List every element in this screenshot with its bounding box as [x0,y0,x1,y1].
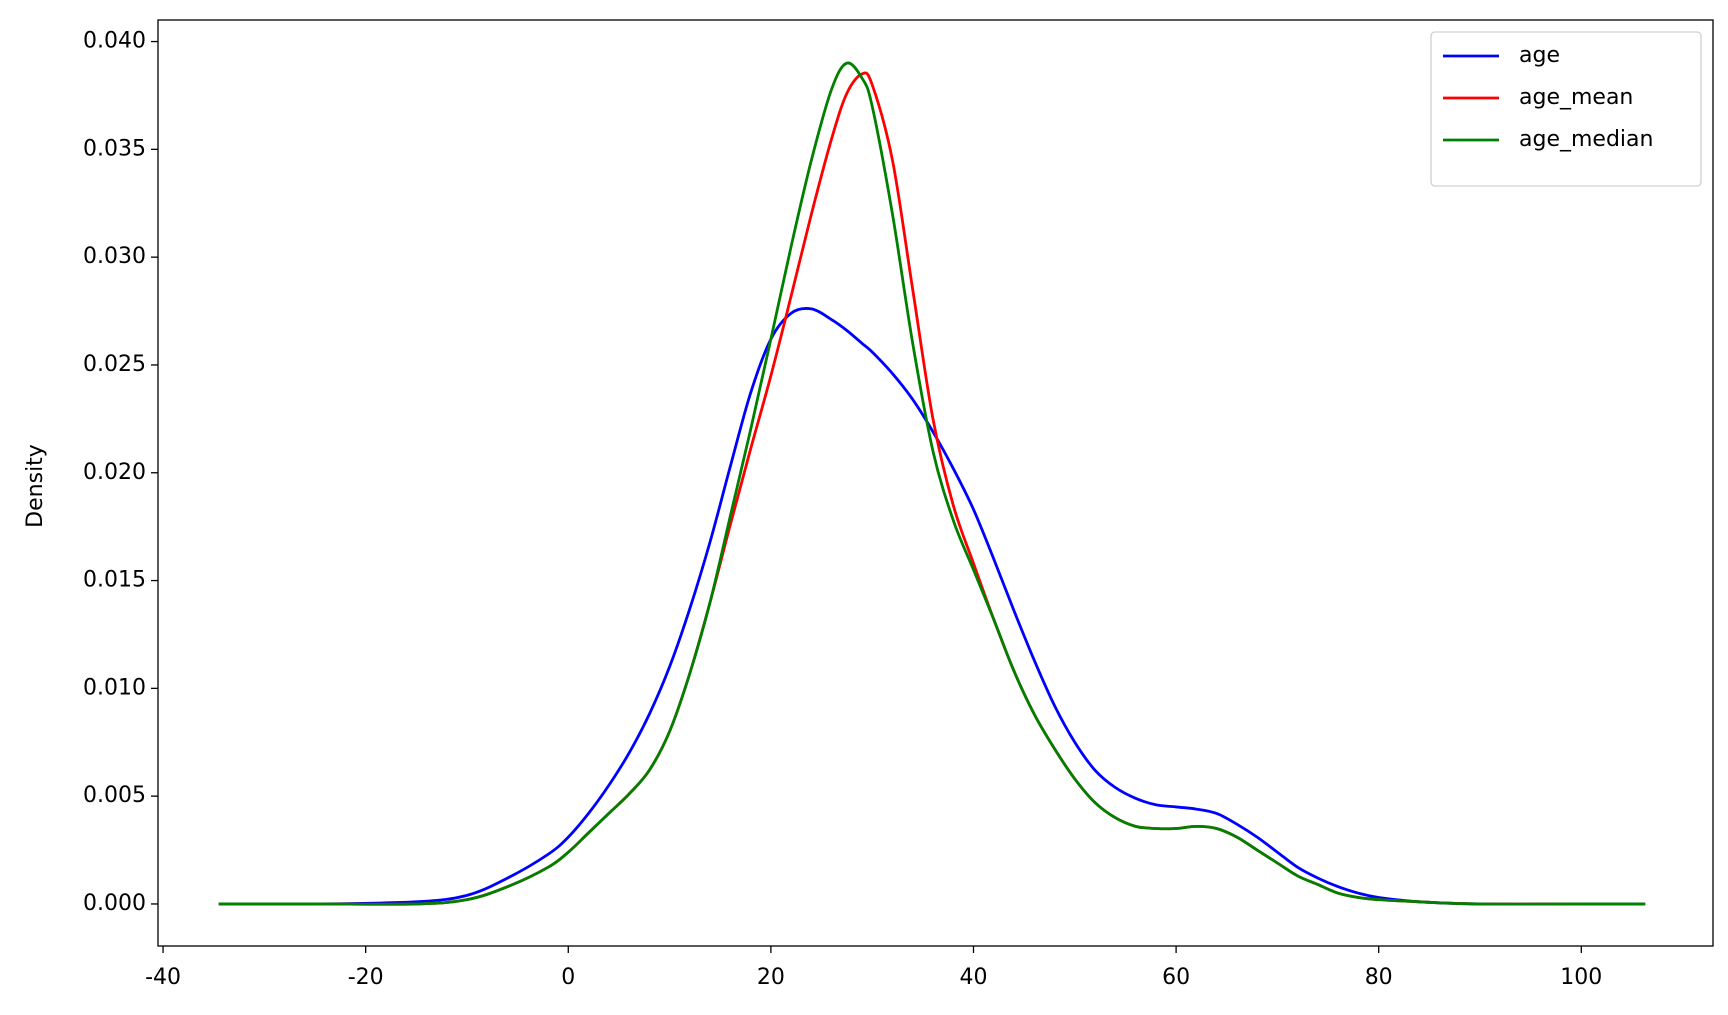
y-tick-label: 0.025 [83,352,146,377]
x-tick-label: 0 [561,965,575,990]
x-tick-label: 40 [959,965,987,990]
y-tick-label: 0.010 [83,675,146,700]
x-tick-label: 100 [1560,965,1602,990]
legend-label: age_mean [1519,85,1633,110]
series-line [218,61,1646,906]
legend-label: age_median [1519,127,1653,152]
y-tick-label: 0.005 [83,783,146,808]
y-tick-label: 0.000 [83,891,146,916]
x-tick-label: 60 [1162,965,1190,990]
y-axis-label: Density [23,444,48,528]
x-tick-label: 80 [1365,965,1393,990]
legend-label: age [1519,43,1560,68]
y-tick-label: 0.035 [83,136,146,161]
x-tick-label: 20 [757,965,785,990]
series-line [218,307,1646,906]
y-tick-label: 0.030 [83,244,146,269]
x-tick-label: -40 [145,965,181,990]
y-tick-label: 0.040 [83,29,146,54]
series-line [218,71,1646,906]
legend-box [1430,31,1702,187]
x-tick-label: -20 [348,965,384,990]
y-tick-label: 0.020 [83,460,146,485]
plot-area [157,19,1714,947]
y-tick-label: 0.015 [83,568,146,593]
